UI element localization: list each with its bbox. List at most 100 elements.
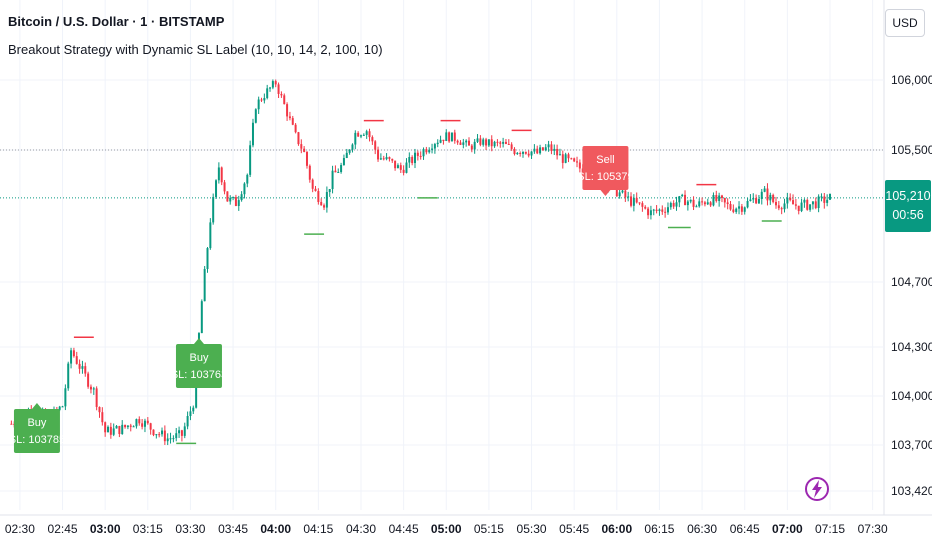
candle-body: [263, 98, 266, 101]
candle-body: [504, 141, 507, 144]
sell-stoploss-text: SL: 105379: [577, 171, 633, 183]
candle-body: [570, 158, 573, 160]
y-tick-label: 104,300: [891, 340, 932, 354]
candle-body: [217, 167, 220, 181]
candle-body: [246, 174, 249, 184]
x-tick-label: 06:30: [687, 522, 717, 536]
candle-body: [260, 99, 263, 101]
candle-body: [280, 93, 283, 96]
candle-body: [249, 145, 252, 175]
candle-body: [752, 198, 755, 200]
candle-body: [362, 134, 365, 136]
candle-body: [237, 200, 240, 206]
candle-body: [425, 149, 428, 153]
x-tick-label: 04:30: [346, 522, 376, 536]
x-tick-label: 07:15: [815, 522, 845, 536]
candle-body: [357, 132, 360, 137]
candle-body: [769, 194, 772, 201]
candle-body: [524, 151, 527, 154]
candle-body: [652, 209, 655, 211]
candle-body: [806, 199, 809, 210]
candle-body: [726, 202, 729, 205]
candle-body: [223, 182, 226, 192]
x-tick-label: 04:45: [389, 522, 419, 536]
candle-body: [675, 202, 678, 207]
candle-body: [95, 388, 98, 407]
buy-signal-label[interactable]: [175, 344, 222, 388]
candle-body: [408, 156, 411, 163]
candle-body: [527, 153, 530, 156]
indicator-legend[interactable]: Breakout Strategy with Dynamic SL Label …: [8, 42, 383, 57]
candle-body: [161, 430, 164, 435]
candle-body: [155, 434, 158, 436]
x-tick-label: 04:15: [303, 522, 333, 536]
candle-body: [132, 426, 135, 428]
candle-body: [251, 122, 254, 146]
candle-body: [450, 132, 453, 142]
candle-body: [573, 158, 576, 162]
candle-body: [269, 87, 272, 89]
candle-body: [75, 356, 78, 364]
candle-body: [794, 204, 797, 206]
candle-body: [499, 142, 502, 144]
candle-body: [428, 149, 431, 153]
candle-body: [493, 141, 496, 147]
candle-body: [757, 198, 760, 204]
candle-body: [621, 190, 624, 193]
candle-body: [797, 205, 800, 212]
candle-body: [331, 170, 334, 190]
candle-body: [149, 423, 152, 430]
candle-body: [101, 412, 104, 423]
candle-body: [419, 155, 422, 157]
candle-body: [413, 152, 416, 164]
candle-body: [320, 201, 323, 206]
sell-signal-label[interactable]: [582, 146, 629, 190]
candle-body: [738, 206, 741, 209]
candle-body: [553, 148, 556, 151]
candle-body: [325, 192, 328, 208]
candle-body: [630, 196, 633, 206]
candle-body: [684, 194, 687, 206]
candle-body: [143, 420, 146, 427]
candle-body: [462, 142, 465, 145]
candle-body: [502, 141, 505, 144]
candle-body: [368, 131, 371, 138]
candle-body: [814, 201, 817, 209]
candle-body: [786, 197, 789, 204]
candle-body: [641, 203, 644, 207]
buy-stoploss-text: SL: 103785: [9, 434, 65, 446]
candle-body: [129, 425, 132, 427]
candle-body: [550, 144, 553, 151]
candle-body: [743, 207, 746, 212]
buy-signal-label[interactable]: [13, 409, 60, 453]
candle-body: [78, 363, 81, 369]
candle-body: [365, 131, 368, 135]
candle-body: [678, 196, 681, 203]
currency-button[interactable]: USD: [885, 9, 925, 37]
y-tick-label: 104,700: [891, 275, 932, 289]
candle-body: [576, 161, 579, 163]
candle-body: [789, 197, 792, 201]
candle-body: [109, 426, 112, 435]
candle-body: [311, 179, 314, 189]
candle-body: [61, 406, 64, 408]
candle-body: [158, 434, 161, 436]
candle-body: [126, 425, 129, 428]
candle-body: [689, 199, 692, 202]
candle-body: [172, 438, 175, 440]
candle-body: [777, 205, 780, 209]
candle-body: [468, 140, 471, 146]
buy-label-pointer: [193, 338, 204, 344]
candle-body: [291, 118, 294, 125]
candle-body: [354, 132, 357, 145]
candle-body: [226, 191, 229, 202]
candle-body: [283, 95, 286, 105]
candle-body: [314, 188, 317, 192]
x-tick-label: 03:30: [175, 522, 205, 536]
candle-body: [658, 209, 661, 211]
sell-label-text: Sell: [596, 154, 614, 166]
candle-body: [755, 198, 758, 204]
lightning-bolt-icon[interactable]: [802, 474, 832, 504]
candle-body: [476, 138, 479, 142]
